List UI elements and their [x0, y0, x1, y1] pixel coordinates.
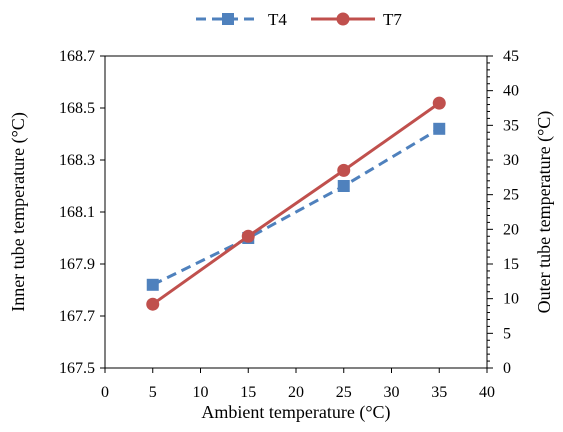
series-line-t7	[151, 101, 441, 306]
x-tick-label: 30	[384, 384, 400, 401]
data-point-t4	[337, 180, 350, 192]
x-tick-label: 5	[149, 384, 157, 401]
right-y-tick-label: 15	[503, 256, 519, 273]
data-point-t7	[241, 229, 255, 243]
x-tick-label: 15	[240, 384, 256, 401]
right-y-tick-label: 40	[503, 83, 519, 100]
x-tick-label: 10	[193, 384, 209, 401]
legend-marker-t7	[336, 12, 350, 26]
right-y-tick-label: 35	[503, 117, 519, 134]
series-layer	[146, 96, 446, 311]
data-point-t7	[432, 96, 446, 110]
data-point-t7	[146, 297, 160, 311]
x-tick-label: 35	[431, 384, 447, 401]
legend-marker-t4	[222, 13, 234, 25]
left-y-tick-label: 168.7	[59, 48, 95, 65]
right-y-tick-label: 0	[503, 360, 511, 377]
series-line-t4	[152, 127, 441, 287]
axis-ticks: 0 5 10 15 20 25 30 35 40 167.5 167.7 167.9 168.1 168.…	[59, 48, 519, 401]
left-y-tick-label: 168.3	[59, 152, 95, 169]
x-tick-label: 20	[288, 384, 304, 401]
right-y-tick-label: 45	[503, 48, 519, 65]
right-y-tick-label: 20	[503, 221, 519, 238]
legend: T4 T7	[196, 10, 402, 29]
x-tick-label: 25	[336, 384, 352, 401]
data-point-t7	[337, 163, 351, 177]
left-y-tick-label: 167.5	[59, 360, 95, 377]
left-y-tick-label: 167.9	[59, 256, 95, 273]
right-y-tick-label: 5	[503, 325, 511, 342]
data-point-t4	[433, 122, 446, 135]
legend-label-t7: T7	[383, 10, 402, 29]
x-tick-label: 0	[101, 384, 109, 401]
left-y-tick-label: 168.1	[59, 204, 95, 221]
right-y-axis-title: Outer tube temperature (°C)	[534, 111, 555, 314]
left-y-tick-label: 167.7	[59, 308, 95, 325]
data-point-t4	[146, 278, 159, 291]
right-y-tick-label: 30	[503, 152, 519, 169]
x-axis-title: Ambient temperature (°C)	[201, 402, 390, 423]
x-tick-label: 40	[479, 384, 495, 401]
left-y-axis-title: Inner tube temperature (°C)	[8, 112, 29, 312]
legend-label-t4: T4	[268, 10, 287, 29]
right-y-tick-label: 10	[503, 291, 519, 308]
right-y-tick-label: 25	[503, 187, 519, 204]
left-y-tick-label: 168.5	[59, 100, 95, 117]
